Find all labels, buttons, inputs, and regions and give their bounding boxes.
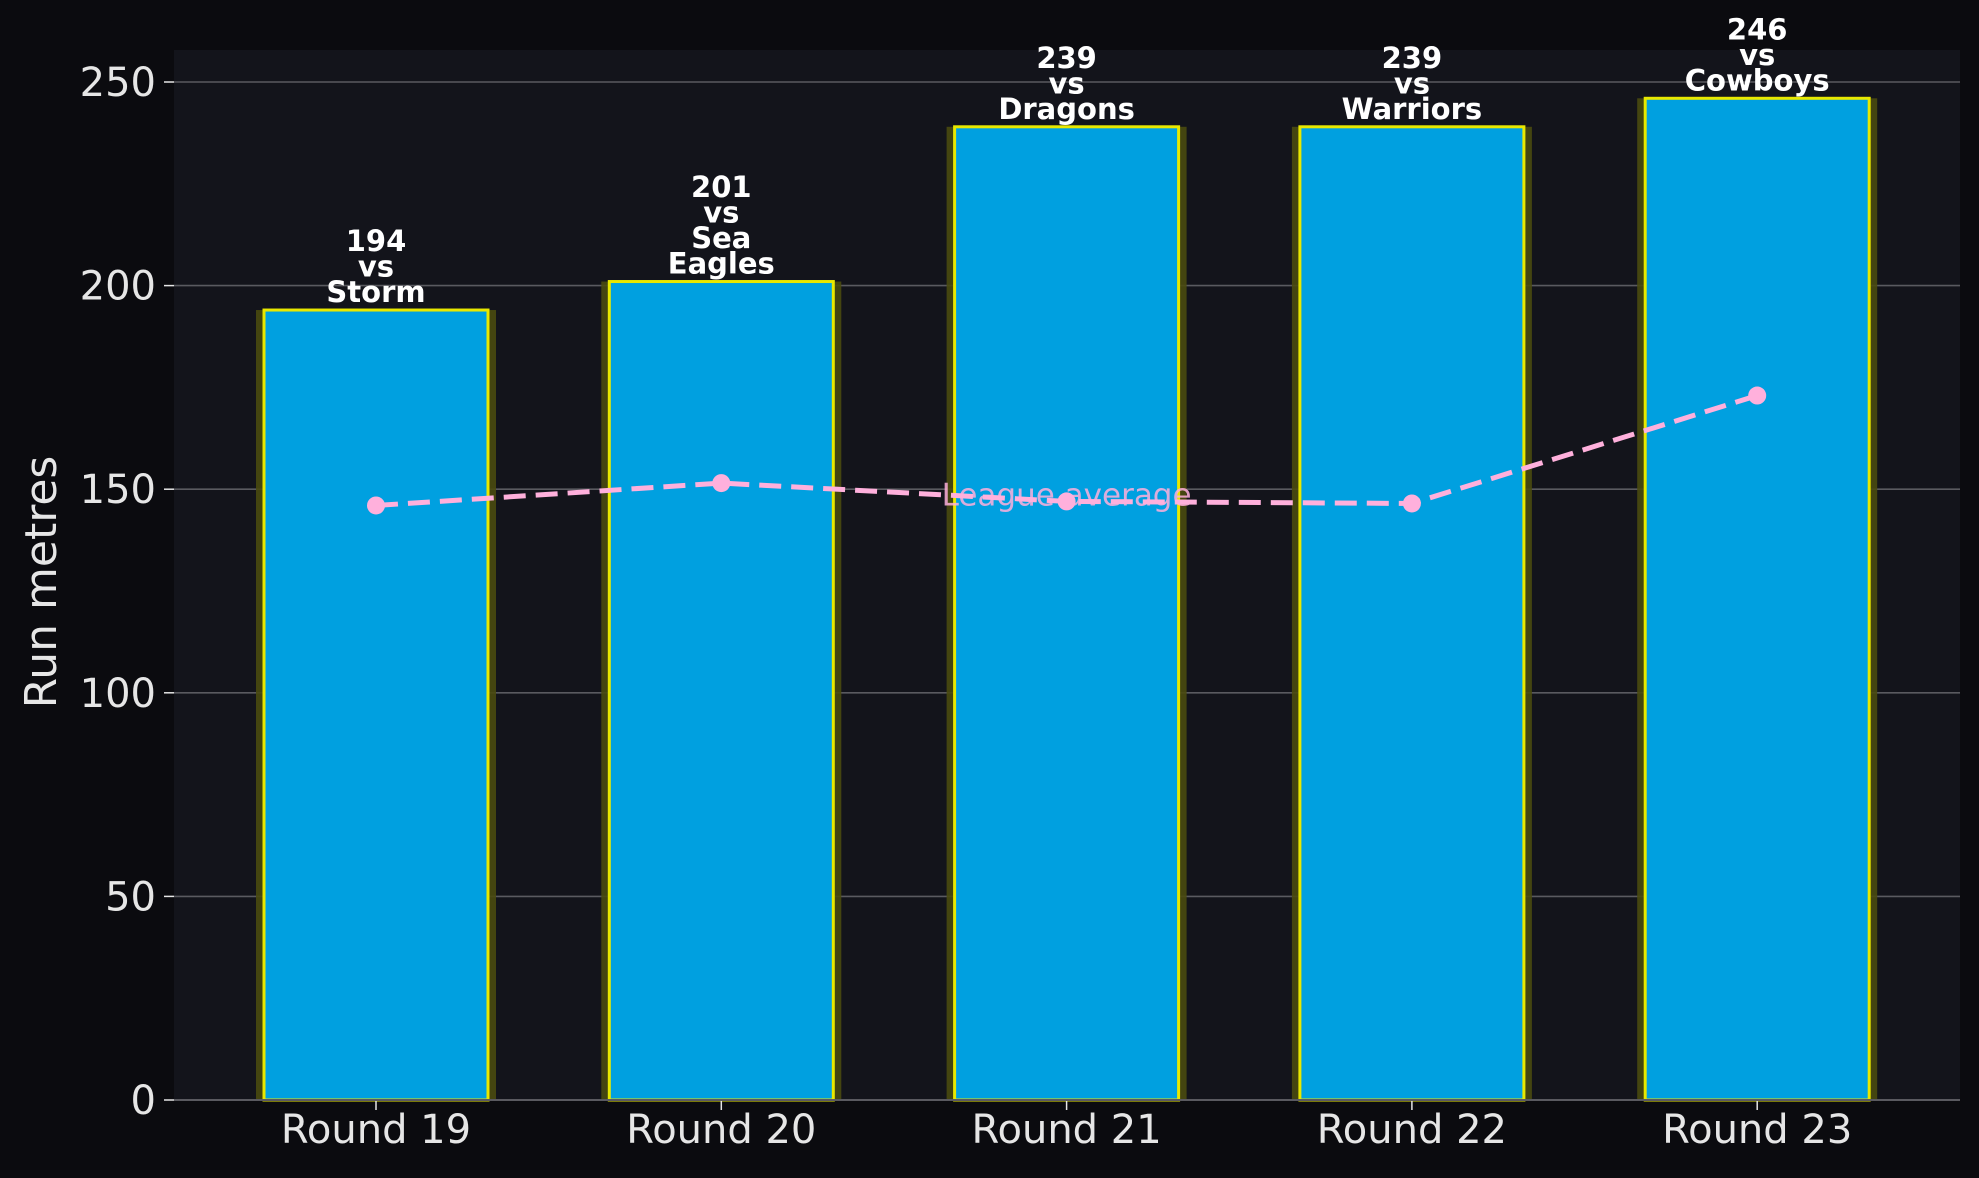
- bar-opponent-label: Cowboys: [1685, 63, 1830, 97]
- bar-opponent-label: Dragons: [998, 92, 1135, 126]
- league-average-point-4: [1402, 494, 1421, 513]
- league-average-point-1: [367, 496, 385, 515]
- y-axis-label: Run metres: [16, 456, 67, 709]
- bar-round-20: [607, 280, 835, 1102]
- bar-opponent-label: Warriors: [1342, 92, 1483, 126]
- bar-vs-label: vs: [358, 250, 394, 284]
- bar-opponent-label: Eagles: [668, 247, 775, 281]
- bar-value-label: 239: [1382, 41, 1443, 75]
- bar-value-label: 246: [1727, 12, 1788, 46]
- y-tick-label-50: 50: [105, 874, 156, 920]
- bar-round-22: [1298, 125, 1526, 1102]
- bar-vs-label: vs: [1049, 66, 1085, 100]
- x-tick-label: Round 23: [1662, 1107, 1852, 1153]
- x-tick-label: Round 21: [972, 1107, 1162, 1153]
- bar-round-21: [953, 125, 1181, 1102]
- league-average-line: League average: [367, 386, 1767, 515]
- bar-round-19: [262, 308, 490, 1102]
- bar-value-label: 201: [691, 170, 752, 204]
- bar-vs-label: vs: [703, 196, 739, 230]
- x-tick-label: Round 22: [1317, 1107, 1507, 1153]
- y-tick-label-0: 0: [131, 1078, 156, 1124]
- bar-value-label: 239: [1036, 41, 1097, 75]
- bar-labels: 194vsStorm201vsSeaEagles239vsDragons239v…: [326, 12, 1829, 309]
- x-tick-label: Round 20: [626, 1107, 816, 1153]
- y-tick-label-100: 100: [80, 671, 156, 717]
- bar-vs-label: vs: [1394, 66, 1430, 100]
- bar-vs-label: vs: [1739, 38, 1775, 72]
- y-tick-label-200: 200: [80, 264, 156, 310]
- league-average-point-3: [1057, 492, 1076, 511]
- bars: [256, 96, 1878, 1102]
- league-average-point-5: [1748, 386, 1767, 405]
- league-average-point-2: [712, 474, 731, 493]
- bar-round-23: [1643, 96, 1871, 1102]
- bar-value-label: 194: [346, 224, 407, 258]
- y-tick-label-250: 250: [80, 60, 156, 106]
- x-axis-ticks: Round 19 Round 20 Round 21 Round 22 Round 23: [281, 1100, 1852, 1153]
- league-average-label: League average: [942, 477, 1192, 513]
- y-axis-ticks: 0 50 100 150 200 250: [80, 60, 174, 1124]
- y-tick-label-150: 150: [80, 467, 156, 513]
- bar-opponent-label: Storm: [326, 275, 425, 309]
- bar-opponent-label: Sea: [691, 221, 751, 255]
- x-tick-label: Round 19: [281, 1107, 471, 1153]
